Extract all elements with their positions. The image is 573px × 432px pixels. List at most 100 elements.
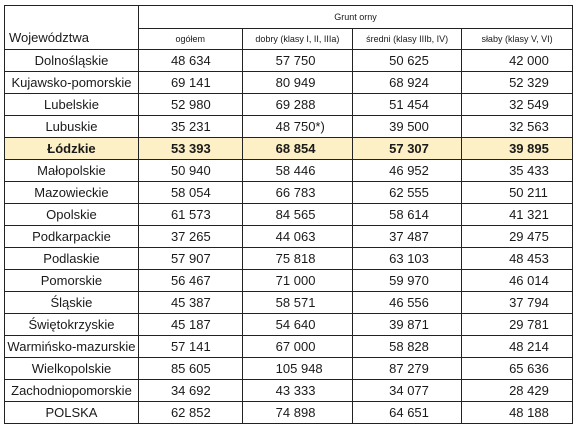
price-value: 57 307 (389, 141, 429, 156)
total-price-cell: 69 141 (137, 71, 243, 94)
price-value: 48 750*) (275, 119, 325, 134)
price-value: 68 854 (275, 141, 316, 156)
price-value: 105 948 (275, 361, 323, 376)
price-value: 29 475 (509, 229, 549, 244)
good-soil-price-cell: 58 446 (241, 159, 354, 182)
price-value: 58 054 (170, 185, 211, 200)
weak-soil-price-cell: 32 549 (461, 93, 573, 116)
price-value: 48 214 (509, 339, 549, 354)
column-header-medium: średni (klasy IIIb, IV) (352, 28, 463, 50)
price-value: 58 446 (275, 163, 316, 178)
price-value: 39 895 (509, 141, 549, 156)
price-value: 85 605 (170, 361, 211, 376)
voivodeship-name-cell: Dolnośląskie (4, 49, 139, 72)
medium-soil-price-cell: 87 279 (352, 357, 463, 380)
weak-soil-price-cell: 37 794 (461, 291, 573, 314)
good-soil-price-cell: 75 818 (241, 247, 354, 270)
weak-soil-price-cell: 39 895 (461, 137, 573, 160)
table-row: Podkarpackie 37 265 44 063 37 487 29 475 (4, 225, 573, 248)
price-value: 48 634 (170, 53, 211, 68)
medium-soil-price-cell: 57 307 (352, 137, 463, 160)
table-row: Mazowieckie 58 054 66 783 62 555 50 211 (4, 181, 573, 204)
voivodeship-name-cell: Pomorskie (4, 269, 139, 292)
good-soil-price-cell: 74 898 (241, 401, 354, 424)
header-row-columns: ogółem dobry (klasy I, II, IIIa) średni … (5, 28, 573, 50)
total-price-cell: 56 467 (137, 269, 243, 292)
medium-soil-price-cell: 58 828 (352, 335, 463, 358)
total-price-cell: 53 393 (137, 137, 243, 160)
medium-soil-price-cell: 51 454 (352, 93, 463, 116)
price-value: 32 563 (509, 119, 549, 134)
table-row: Małopolskie 50 940 58 446 46 952 35 433 (4, 159, 573, 182)
price-value: 62 555 (389, 185, 429, 200)
weak-soil-price-cell: 50 211 (461, 181, 573, 204)
voivodeship-name-cell: Łódzkie (4, 137, 139, 160)
medium-soil-price-cell: 62 555 (352, 181, 463, 204)
price-value: 84 565 (275, 207, 316, 222)
table-row: Pomorskie 56 467 71 000 59 970 46 014 (4, 269, 573, 292)
weak-soil-price-cell: 35 433 (461, 159, 573, 182)
column-header-total: ogółem (137, 28, 243, 50)
total-price-cell: 57 141 (137, 335, 243, 358)
weak-soil-price-cell: 48 214 (461, 335, 573, 358)
price-value: 64 651 (389, 405, 429, 420)
table-row: Lubuskie 35 231 48 750*) 39 500 32 563 (4, 115, 573, 138)
table-body: Dolnośląskie 48 634 57 750 50 625 42 000 Kuja… (4, 49, 573, 424)
price-value: 58 614 (389, 207, 429, 222)
weak-soil-price-cell: 52 329 (461, 71, 573, 94)
price-value: 32 549 (509, 97, 549, 112)
voivodeship-name-cell: Warmińsko-mazurskie (4, 335, 139, 358)
price-value: 67 000 (275, 339, 316, 354)
price-value: 39 500 (389, 119, 429, 134)
price-value: 44 063 (275, 229, 316, 244)
medium-soil-price-cell: 50 625 (352, 49, 463, 72)
price-value: 63 103 (389, 251, 429, 266)
price-value: 37 794 (509, 295, 549, 310)
column-header-weak: słaby (klasy V, VI) (461, 28, 573, 50)
table-row: Dolnośląskie 48 634 57 750 50 625 42 000 (4, 49, 573, 72)
medium-soil-price-cell: 63 103 (352, 247, 463, 270)
price-value: 28 429 (509, 383, 549, 398)
price-value: 35 231 (170, 119, 211, 134)
total-price-cell: 57 907 (137, 247, 243, 270)
good-soil-price-cell: 54 640 (241, 313, 354, 336)
weak-soil-price-cell: 46 014 (461, 269, 573, 292)
price-value: 29 781 (509, 317, 549, 332)
voivodeship-name-cell: Śląskie (4, 291, 139, 314)
total-price-cell: 50 940 (137, 159, 243, 182)
price-value: 34 692 (170, 383, 211, 398)
good-soil-price-cell: 67 000 (241, 335, 354, 358)
voivodeship-name-cell: Małopolskie (4, 159, 139, 182)
weak-soil-price-cell: 42 000 (461, 49, 573, 72)
good-soil-price-cell: 84 565 (241, 203, 354, 226)
good-soil-price-cell: 69 288 (241, 93, 354, 116)
price-value: 39 871 (389, 317, 429, 332)
good-soil-price-cell: 43 333 (241, 379, 354, 402)
price-value: 75 818 (275, 251, 316, 266)
table-row: Lubelskie 52 980 69 288 51 454 32 549 (4, 93, 573, 116)
voivodeship-name-cell: Świętokrzyskie (4, 313, 139, 336)
voivodeship-column-header: Województwa (4, 5, 139, 50)
price-value: 35 433 (509, 163, 549, 178)
price-value: 58 828 (389, 339, 429, 354)
total-price-cell: 37 265 (137, 225, 243, 248)
table-row: POLSKA 62 852 74 898 64 651 48 188 (4, 401, 573, 424)
weak-soil-price-cell: 48 453 (461, 247, 573, 270)
price-value: 50 211 (509, 185, 548, 200)
weak-soil-price-cell: 29 781 (461, 313, 573, 336)
voivodeship-name-cell: Kujawsko-pomorskie (4, 71, 139, 94)
price-value: 45 187 (170, 317, 211, 332)
good-soil-price-cell: 48 750*) (241, 115, 354, 138)
price-value: 87 279 (389, 361, 429, 376)
medium-soil-price-cell: 59 970 (352, 269, 463, 292)
table-row: Opolskie 61 573 84 565 58 614 41 321 (4, 203, 573, 226)
total-price-cell: 48 634 (137, 49, 243, 72)
price-value: 57 750 (275, 53, 316, 68)
voivodeship-name-cell: Mazowieckie (4, 181, 139, 204)
price-value: 69 141 (170, 75, 211, 90)
good-soil-price-cell: 66 783 (241, 181, 354, 204)
good-soil-price-cell: 58 571 (241, 291, 354, 314)
medium-soil-price-cell: 64 651 (352, 401, 463, 424)
price-value: 80 949 (275, 75, 316, 90)
weak-soil-price-cell: 28 429 (461, 379, 573, 402)
